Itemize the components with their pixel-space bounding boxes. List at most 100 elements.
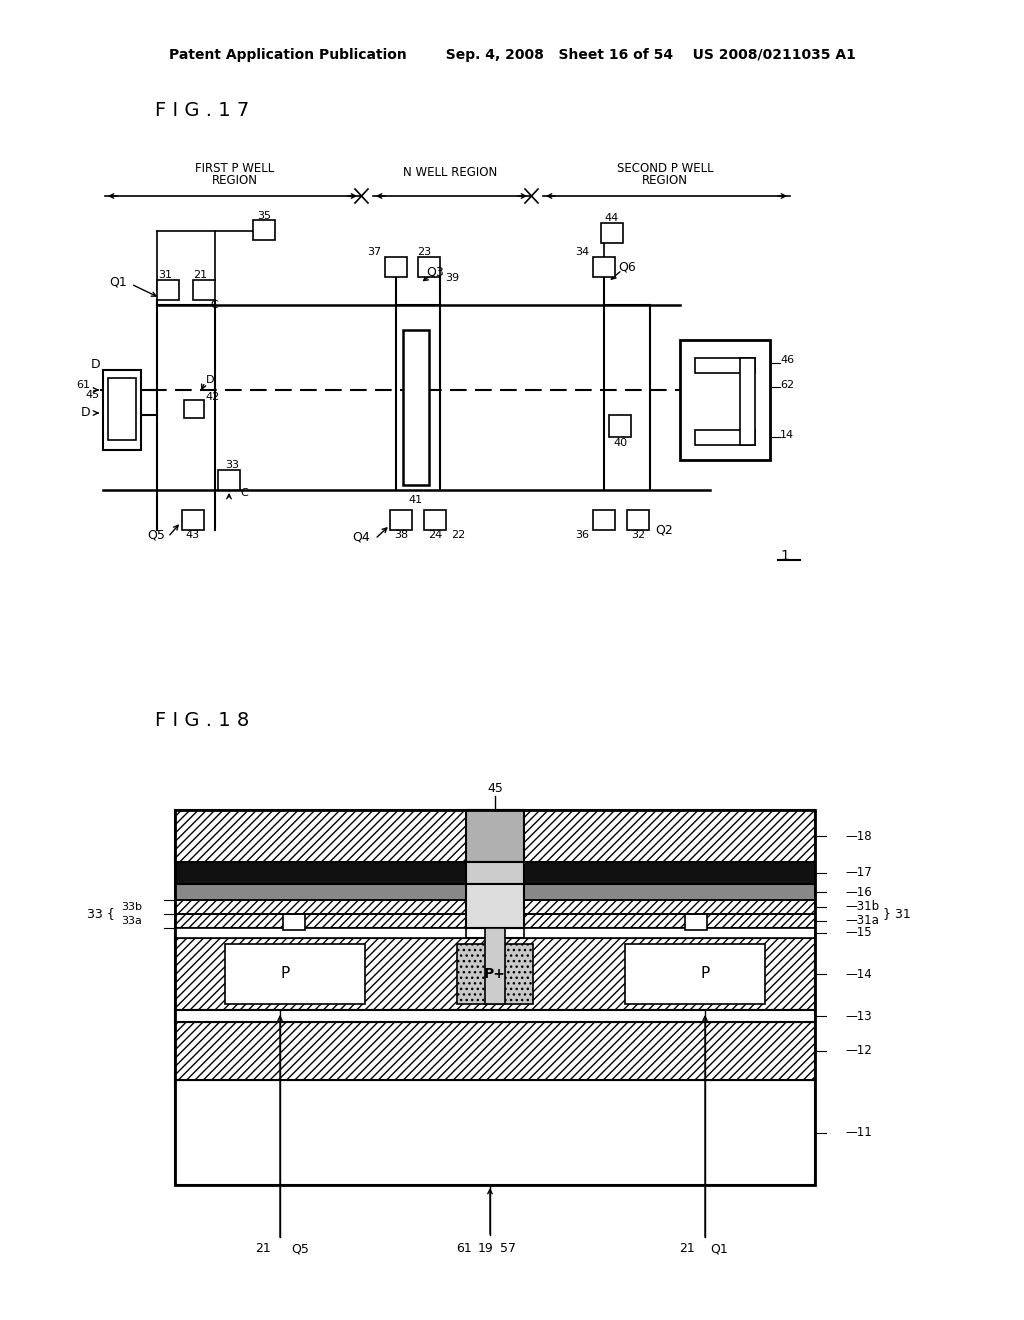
Bar	[175, 900, 815, 913]
Text: 39: 39	[445, 273, 459, 282]
Text: —15: —15	[845, 927, 871, 940]
Text: SECOND P WELL: SECOND P WELL	[616, 161, 714, 174]
Text: —31b: —31b	[845, 900, 880, 913]
Bar	[680, 341, 770, 459]
Text: P: P	[281, 966, 290, 982]
Bar	[695, 430, 755, 445]
Text: —14: —14	[845, 968, 871, 981]
Bar	[695, 358, 755, 445]
Bar	[457, 944, 534, 1005]
Text: 1: 1	[780, 549, 788, 564]
Text: C: C	[210, 300, 218, 310]
Bar	[524, 928, 815, 939]
Text: 21: 21	[193, 271, 207, 280]
Bar	[625, 944, 765, 1005]
Text: D: D	[206, 375, 214, 385]
Bar	[175, 1010, 815, 1022]
Text: Q5: Q5	[291, 1242, 309, 1255]
Text: 61: 61	[456, 1242, 472, 1255]
Bar	[218, 470, 240, 490]
Text: F I G . 1 8: F I G . 1 8	[155, 710, 249, 730]
Text: 62: 62	[780, 380, 795, 389]
Bar	[695, 358, 755, 374]
Text: 33 {: 33 {	[87, 908, 115, 920]
Bar	[390, 510, 412, 531]
Bar	[225, 944, 365, 1005]
Bar	[103, 370, 141, 450]
Bar	[253, 220, 275, 240]
Bar	[627, 510, 649, 531]
Text: —12: —12	[845, 1044, 871, 1057]
Text: 43: 43	[186, 531, 200, 540]
Text: 42: 42	[206, 392, 220, 403]
Text: —18: —18	[845, 829, 871, 842]
Text: C: C	[240, 488, 248, 498]
Text: 24: 24	[428, 531, 442, 540]
Bar	[182, 510, 204, 531]
Text: 36: 36	[575, 531, 589, 540]
Bar	[403, 330, 429, 484]
Text: FIRST P WELL: FIRST P WELL	[196, 161, 274, 174]
Text: 45: 45	[86, 389, 100, 400]
Text: 32: 32	[631, 531, 645, 540]
Text: Q2: Q2	[655, 524, 673, 536]
Text: D: D	[80, 405, 90, 418]
Bar	[175, 928, 466, 939]
Bar	[175, 913, 815, 928]
Bar	[175, 884, 815, 900]
Text: 37: 37	[367, 247, 381, 257]
Text: 22: 22	[451, 531, 465, 540]
Bar	[740, 358, 755, 445]
Text: —31a: —31a	[845, 915, 879, 928]
Bar	[175, 810, 815, 862]
Bar	[485, 928, 505, 1005]
Bar	[418, 257, 440, 277]
Text: —16: —16	[845, 886, 871, 899]
Bar	[175, 1080, 815, 1185]
Text: —11: —11	[845, 1126, 871, 1139]
Bar	[593, 257, 615, 277]
Text: 38: 38	[394, 531, 408, 540]
Text: } 31: } 31	[883, 908, 910, 920]
Bar	[385, 257, 407, 277]
Bar	[108, 378, 136, 440]
Text: Q4: Q4	[352, 531, 370, 544]
Text: Q1: Q1	[710, 1242, 728, 1255]
Text: 41: 41	[408, 495, 422, 506]
Bar	[601, 223, 623, 243]
Bar	[466, 862, 524, 884]
Bar	[283, 913, 305, 931]
Bar	[193, 280, 215, 300]
Text: Q5: Q5	[147, 528, 165, 541]
Text: 33a: 33a	[121, 916, 142, 927]
Bar	[175, 862, 815, 884]
Text: 21: 21	[679, 1242, 695, 1255]
Text: P: P	[700, 966, 710, 982]
Bar	[609, 414, 631, 437]
Text: 21: 21	[255, 1242, 271, 1255]
Text: 33: 33	[225, 459, 239, 470]
Text: N WELL REGION: N WELL REGION	[402, 165, 497, 178]
Text: Patent Application Publication        Sep. 4, 2008   Sheet 16 of 54    US 2008/0: Patent Application Publication Sep. 4, 2…	[169, 48, 855, 62]
Text: 57: 57	[500, 1242, 516, 1255]
Text: —13: —13	[845, 1010, 871, 1023]
Text: Q1: Q1	[110, 276, 127, 289]
Bar	[175, 939, 815, 1010]
Text: 33b: 33b	[121, 902, 142, 912]
Text: 61: 61	[76, 380, 90, 389]
Text: 35: 35	[257, 211, 271, 220]
Text: D: D	[90, 359, 100, 371]
Text: P+: P+	[484, 968, 506, 981]
Text: 45: 45	[487, 781, 503, 795]
Text: F I G . 1 7: F I G . 1 7	[155, 100, 249, 120]
Bar	[424, 510, 446, 531]
Text: 31: 31	[158, 271, 172, 280]
Bar	[157, 280, 179, 300]
Bar	[175, 1022, 815, 1080]
Text: Q3: Q3	[426, 265, 443, 279]
Text: 23: 23	[417, 247, 431, 257]
Text: REGION: REGION	[212, 174, 258, 187]
Bar	[175, 928, 815, 939]
Text: 44: 44	[605, 213, 620, 223]
Text: REGION: REGION	[642, 174, 688, 187]
